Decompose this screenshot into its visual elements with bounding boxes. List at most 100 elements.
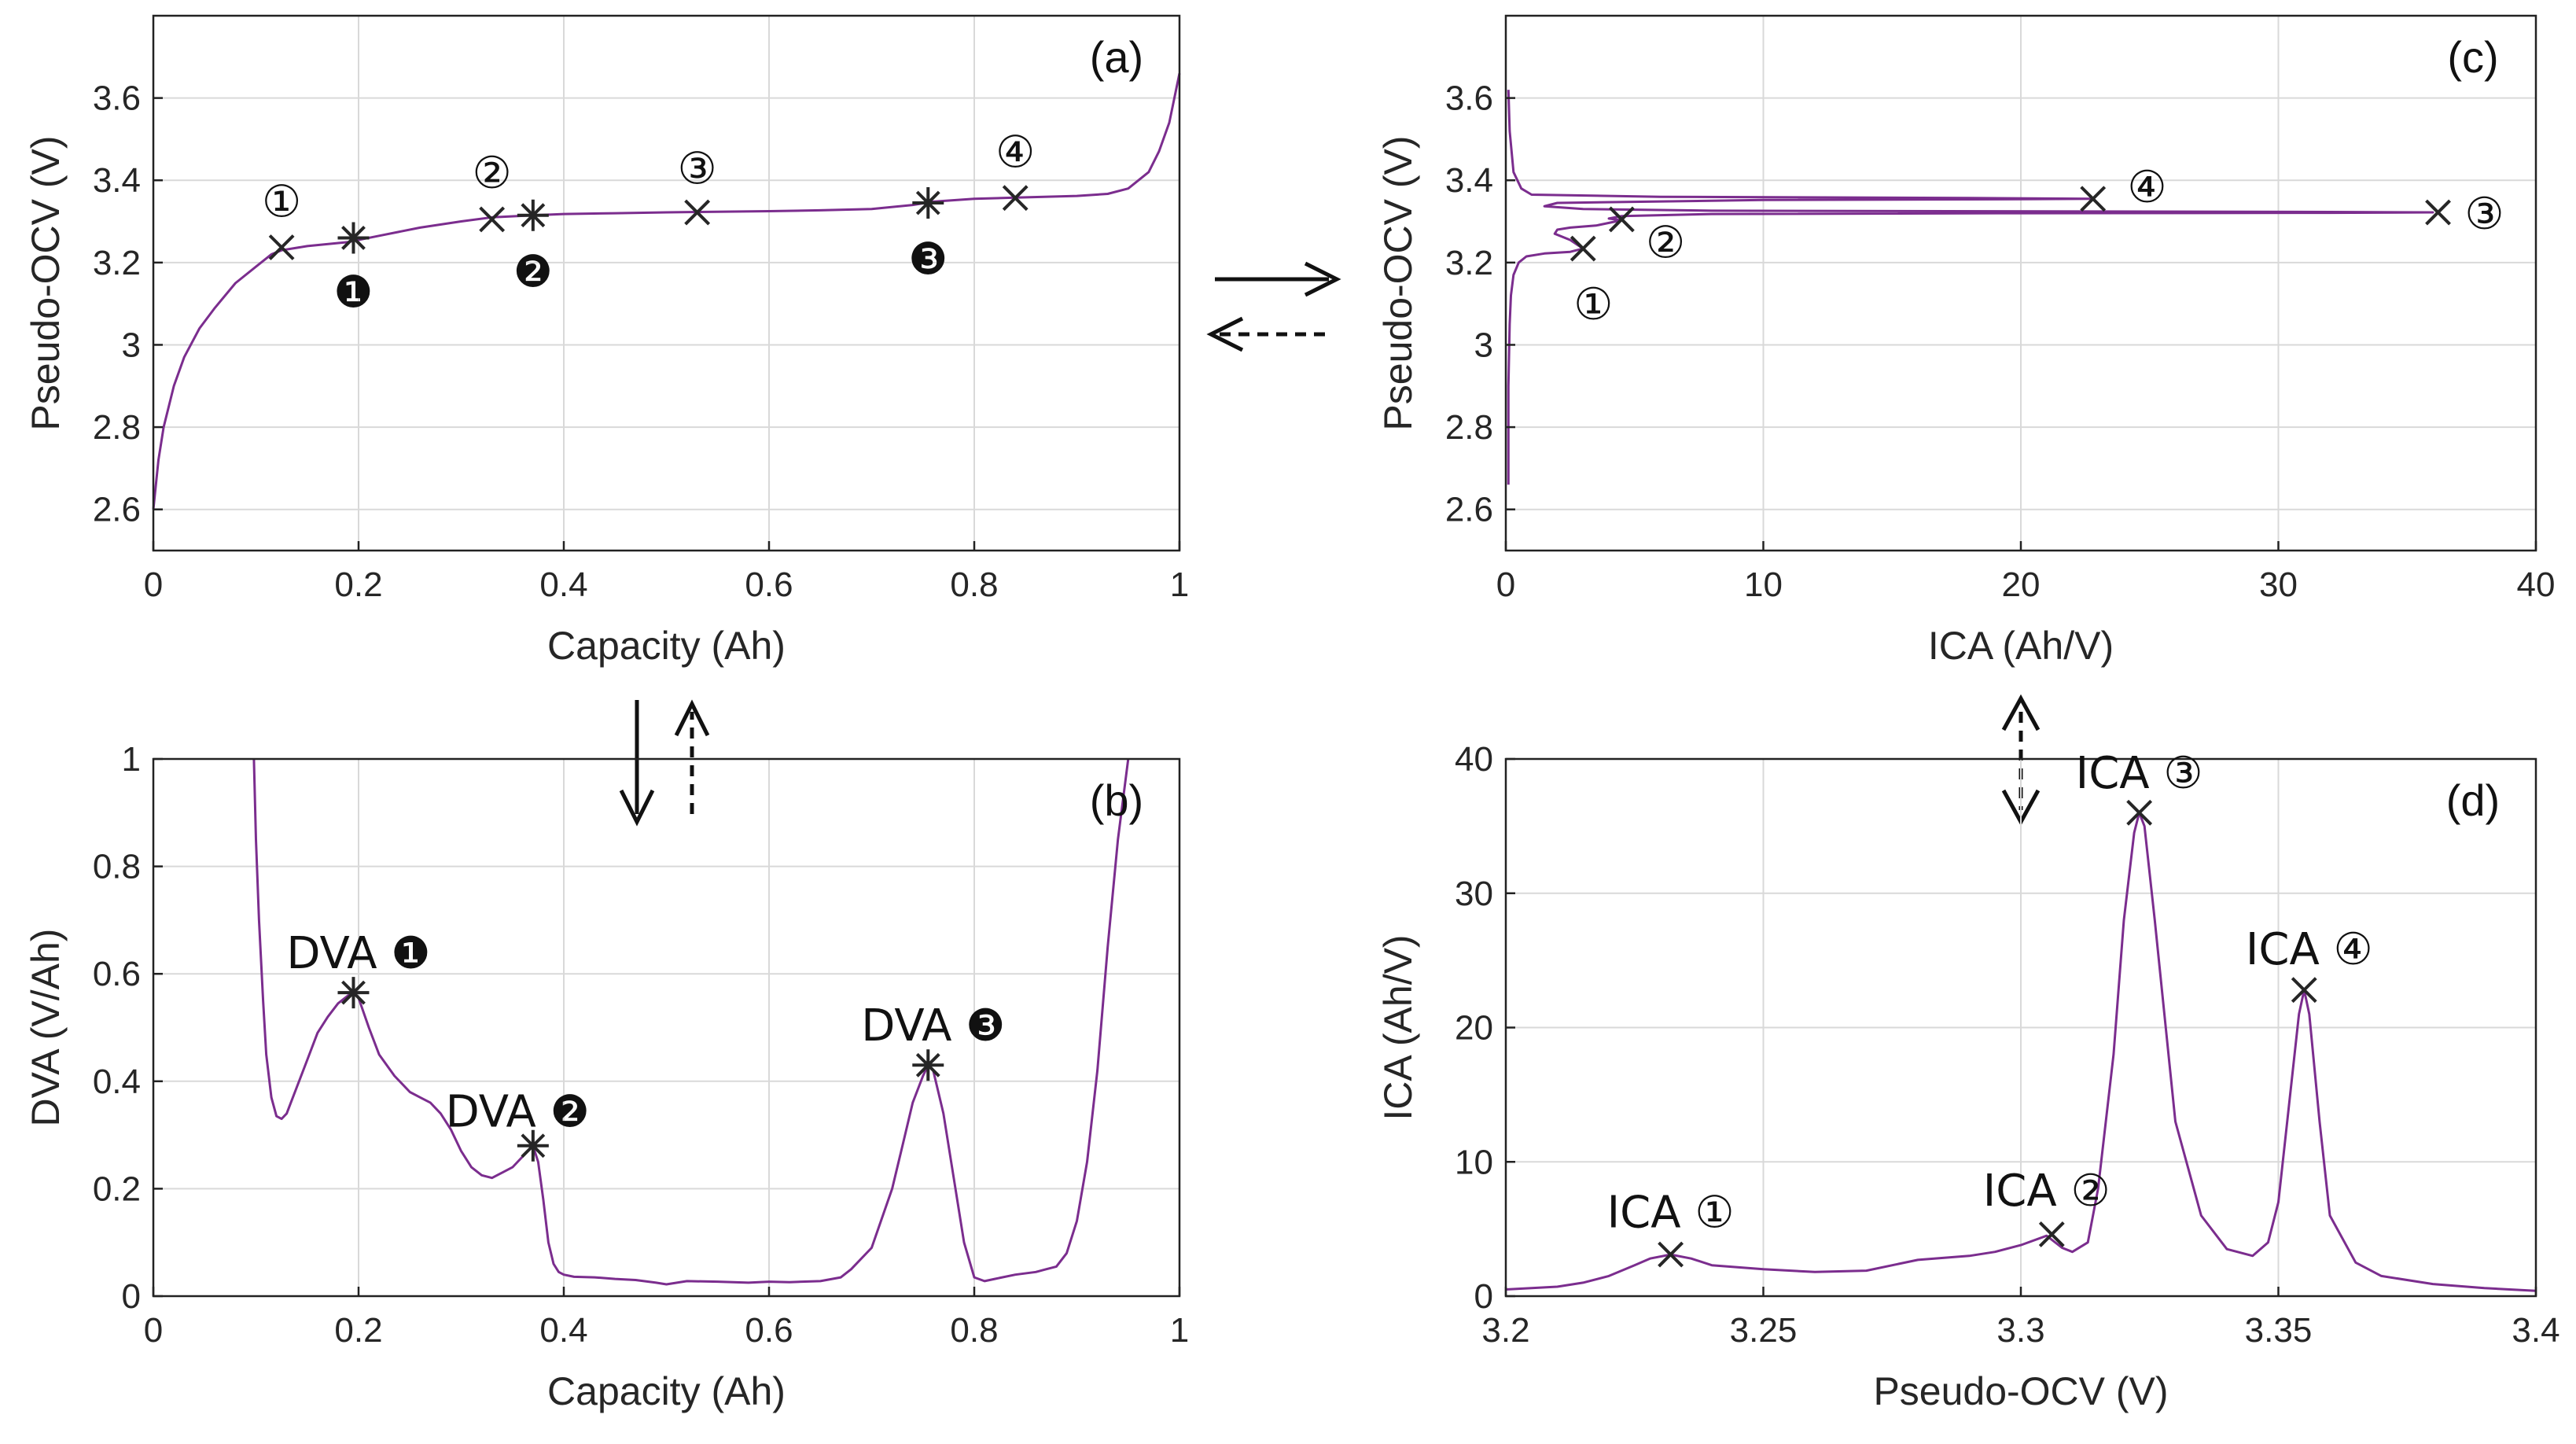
star-marker-a	[517, 199, 549, 231]
cross-marker-d	[2038, 1221, 2065, 1247]
y-tick-label-b: 0.4	[93, 1063, 141, 1101]
x-tick-label-c: 20	[2002, 565, 2041, 604]
y-tick-label-d: 40	[1455, 740, 1493, 779]
star-marker-b	[337, 977, 370, 1009]
annotation-a: ②	[473, 148, 512, 199]
annotation-c: ②	[1646, 218, 1685, 269]
annotation-b: DVA ❷	[446, 1086, 590, 1137]
x-axis-label-d: Pseudo-OCV (V)	[1873, 1369, 2168, 1413]
plot-frame-b	[152, 757, 1181, 1298]
star-marker-b	[517, 1129, 549, 1162]
y-tick-label-b: 0.2	[93, 1170, 141, 1208]
panel-label-d: (d)	[2446, 775, 2500, 825]
y-tick-label-c: 3	[1474, 326, 1493, 364]
annotation-d: ICA ②	[1983, 1166, 2110, 1217]
x-tick-label-a: 0.4	[539, 565, 587, 604]
series-line-b	[252, 758, 1130, 1286]
annotation-d: ICA ④	[2246, 924, 2373, 975]
panel-d: 3.2 3.25 3.3 3.35 3.4 0 10 20 30 40 Pseudo-OCV (V)…	[1376, 740, 2560, 1413]
x-axis-label-b: Capacity (Ah)	[547, 1369, 786, 1413]
series-line-c	[1507, 90, 2434, 485]
y-tick-label-c: 2.6	[1445, 491, 1493, 529]
annotation-b: DVA ❸	[861, 1000, 1005, 1052]
x-tick-label-d: 3.25	[1730, 1311, 1798, 1350]
x-tick-label-a: 0.6	[745, 565, 793, 604]
arrow-c-d-up-head	[2001, 694, 2041, 731]
annotation-a: ④	[995, 127, 1035, 179]
x-tick-label-b: 0.2	[334, 1311, 382, 1350]
y-tick-label-b: 0.6	[93, 955, 141, 993]
panel-label-a: (a)	[1090, 32, 1143, 82]
flow-arrows	[619, 261, 2041, 827]
annotation-c: ①	[1573, 279, 1613, 330]
cross-marker-c	[2080, 186, 2107, 212]
y-tick-label-a: 3.4	[93, 161, 141, 200]
y-tick-label-b: 0	[122, 1277, 141, 1316]
y-tick-label-d: 0	[1474, 1277, 1493, 1316]
y-tick-label-b: 1	[122, 740, 141, 779]
arrow-a-to-c-head	[1304, 261, 1341, 297]
cross-marker-a	[268, 234, 295, 260]
y-tick-label-d: 10	[1455, 1143, 1493, 1181]
x-tick-label-d: 3.2	[1481, 1311, 1529, 1350]
annotation-a: ❶	[333, 267, 373, 318]
cross-marker-d	[1658, 1241, 1684, 1268]
y-tick-label-a: 3	[122, 326, 141, 364]
star-marker-b	[912, 1049, 944, 1081]
annotation-a: ①	[262, 176, 301, 227]
x-tick-label-d: 3.4	[2512, 1311, 2559, 1350]
cross-marker-a	[684, 199, 711, 226]
arrow-a-to-b-head	[619, 789, 655, 827]
x-tick-label-c: 10	[1744, 565, 1783, 604]
panel-label-b: (b)	[1090, 775, 1143, 825]
series-line-d	[1505, 811, 2537, 1292]
x-tick-label-a: 0	[144, 565, 163, 604]
panel-a: 0 0.2 0.4 0.6 0.8 1 2.6 2.8 3 3.2 3.4 3.6 Capacity (…	[24, 14, 1189, 668]
x-tick-label-a: 1	[1170, 565, 1189, 604]
x-tick-label-b: 0.4	[539, 1311, 587, 1350]
cross-marker-c	[1608, 206, 1635, 233]
x-tick-label-c: 30	[2259, 565, 2298, 604]
y-axis-label-d: ICA (Ah/V)	[1376, 934, 1420, 1120]
arrow-c-to-a-head	[1206, 316, 1244, 352]
panel-c: 0 10 20 30 40 2.6 2.8 3 3.2 3.4 3.6 ICA (Ah/V) Pseud…	[1376, 14, 2555, 668]
y-axis-label-b: DVA (V/Ah)	[24, 929, 68, 1127]
cross-marker-c	[1570, 235, 1596, 262]
x-tick-label-b: 0.8	[950, 1311, 998, 1350]
y-axis-label-c: Pseudo-OCV (V)	[1376, 135, 1420, 430]
x-tick-label-c: 0	[1496, 565, 1515, 604]
x-axis-label-a: Capacity (Ah)	[547, 624, 786, 668]
x-tick-label-b: 0	[144, 1311, 163, 1350]
series-line-a	[152, 72, 1181, 510]
y-tick-label-c: 2.8	[1445, 408, 1493, 447]
x-tick-label-d: 3.35	[2245, 1311, 2313, 1350]
plot-frame-a	[152, 14, 1181, 552]
y-tick-label-b: 0.8	[93, 848, 141, 886]
x-tick-label-d: 3.3	[1996, 1311, 2044, 1350]
annotation-c: ④	[2127, 162, 2166, 213]
y-tick-label-a: 2.8	[93, 408, 141, 447]
cross-marker-d	[2126, 799, 2153, 826]
y-tick-label-c: 3.6	[1445, 79, 1493, 118]
x-tick-label-a: 0.2	[334, 565, 382, 604]
annotation-d: ICA ①	[1607, 1187, 1735, 1238]
x-axis-label-c: ICA (Ah/V)	[1928, 624, 2114, 668]
annotation-c: ③	[2464, 189, 2504, 240]
annotation-a: ❸	[908, 234, 948, 285]
x-tick-label-a: 0.8	[950, 565, 998, 604]
y-tick-label-a: 3.6	[93, 79, 141, 118]
y-tick-label-c: 3.2	[1445, 244, 1493, 282]
panel-b: 0 0.2 0.4 0.6 0.8 1 0 0.2 0.4 0.6 0.8 1 Capacity (Ah…	[24, 740, 1189, 1413]
star-marker-a	[337, 222, 370, 254]
star-marker-a	[912, 187, 944, 219]
y-tick-label-a: 3.2	[93, 244, 141, 282]
cross-marker-c	[2425, 199, 2451, 226]
cross-marker-a	[1002, 185, 1029, 212]
annotation-b: DVA ❶	[286, 928, 430, 979]
arrow-b-to-a-head	[674, 699, 710, 737]
y-axis-label-a: Pseudo-OCV (V)	[24, 135, 68, 430]
annotation-d: ICA ③	[2076, 748, 2203, 799]
y-tick-label-a: 2.6	[93, 491, 141, 529]
y-tick-label-d: 30	[1455, 875, 1493, 913]
